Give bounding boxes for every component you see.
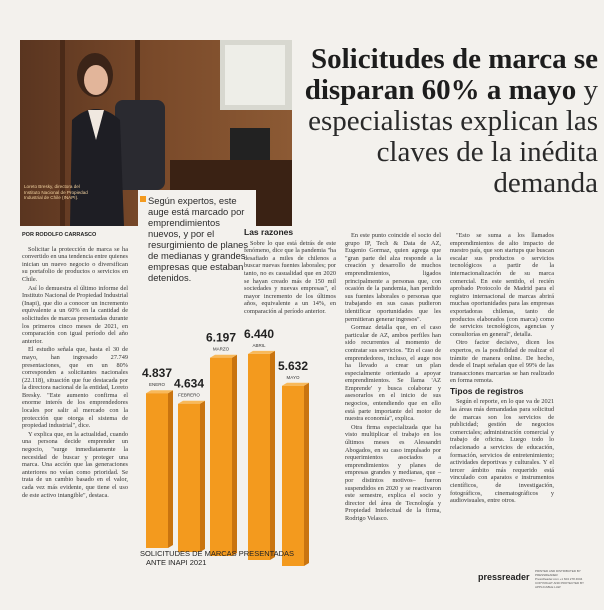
- paragraph: El estudio señala que, hasta el 30 de ma…: [22, 346, 128, 430]
- bar: [248, 353, 270, 560]
- chart-title-line: ANTE INAPI 2021: [146, 558, 206, 567]
- value-label: 5.632: [278, 359, 308, 373]
- paragraph: Así lo demuestra el último informe del I…: [22, 284, 128, 345]
- bar-top: [210, 354, 237, 358]
- bar-top: [248, 350, 275, 354]
- section-heading: Tipos de registros: [450, 385, 524, 396]
- byline: POR RODOLFO CARRASCO: [22, 232, 97, 238]
- bullet: [140, 196, 146, 202]
- bar: [146, 393, 168, 548]
- value-label: 4.634: [174, 377, 204, 391]
- footer-line: PressReader.com +1 604 278 4604: [535, 577, 583, 581]
- paragraph: Otro factor decisivo, dicen los expertos…: [450, 339, 554, 385]
- column: En este punto coincide el socio del grup…: [345, 232, 441, 524]
- footer-notes: PRINTED AND DISTRIBUTED BY PRESSREADER Pr…: [535, 569, 601, 589]
- headline-regular: y especialistas explican las claves de l…: [308, 74, 598, 199]
- value-label: 4.837: [142, 366, 172, 380]
- chart-title: SOLICITUDES DE MARCAS PRESENTADAS ANTE IN…: [140, 549, 294, 567]
- bar: [210, 357, 232, 556]
- bar: [178, 403, 200, 552]
- footer-line: COPYRIGHT AND PROTECTED BY APPLICABLE LA…: [535, 581, 584, 589]
- bar-side: [270, 350, 275, 560]
- value-label: 6.440: [244, 327, 274, 341]
- bar-side: [200, 400, 205, 552]
- bar-top: [146, 390, 173, 394]
- category-label: MAYO: [287, 375, 300, 380]
- paragraph: Según el reporte, en lo que va de 2021 l…: [450, 398, 554, 505]
- paragraph: "Esto se suma a los llamados emprendimie…: [450, 232, 554, 338]
- bar-side: [232, 354, 237, 556]
- footer-line: PRINTED AND DISTRIBUTED BY PRESSREADER: [535, 569, 581, 577]
- chart-title-line: SOLICITUDES DE MARCAS PRESENTADAS: [140, 549, 294, 558]
- headline-bold: Solicitudes de marca se disparan 60% a m…: [304, 43, 598, 106]
- category-label: MARZO: [213, 347, 230, 352]
- headline: Solicitudes de marca se disparan 60% a m…: [286, 44, 598, 199]
- paragraph: Gormaz detalla que, en el caso particula…: [345, 324, 441, 423]
- bar-side: [304, 382, 309, 566]
- category-label: ABRIL: [252, 343, 266, 348]
- bar-top: [282, 382, 309, 386]
- category-label: FEBRERO: [178, 393, 200, 398]
- section-heading: Las razones: [244, 227, 294, 237]
- column: "Esto se suma a los llamados emprendimie…: [450, 232, 554, 506]
- paragraph: Sobre lo que está detrás de este fenómen…: [244, 239, 336, 315]
- photo-caption: Loreto Bresky, directora del Instituto N…: [24, 184, 88, 201]
- footer-logo: pressreader: [478, 572, 530, 582]
- paragraph: Y explica que, en la actualidad, cuando …: [22, 430, 128, 499]
- pull-quote: Según expertos, este auge está marcado p…: [138, 190, 256, 287]
- column: POR RODOLFO CARRASCO Solicitar la protec…: [22, 232, 128, 500]
- bar-top: [178, 400, 205, 404]
- column: Las razones Sobre lo que está detrás de e…: [244, 226, 336, 317]
- value-label: 6.197: [206, 331, 236, 345]
- paragraph: Solicitar la protección de marca se ha c…: [22, 245, 128, 283]
- bar: [282, 385, 304, 566]
- paragraph: Otra firma especializada que ha visto mu…: [345, 423, 441, 522]
- paragraph: En este punto coincide el socio del grup…: [345, 232, 441, 323]
- bar-side: [168, 390, 173, 548]
- category-label: ENERO: [149, 382, 166, 387]
